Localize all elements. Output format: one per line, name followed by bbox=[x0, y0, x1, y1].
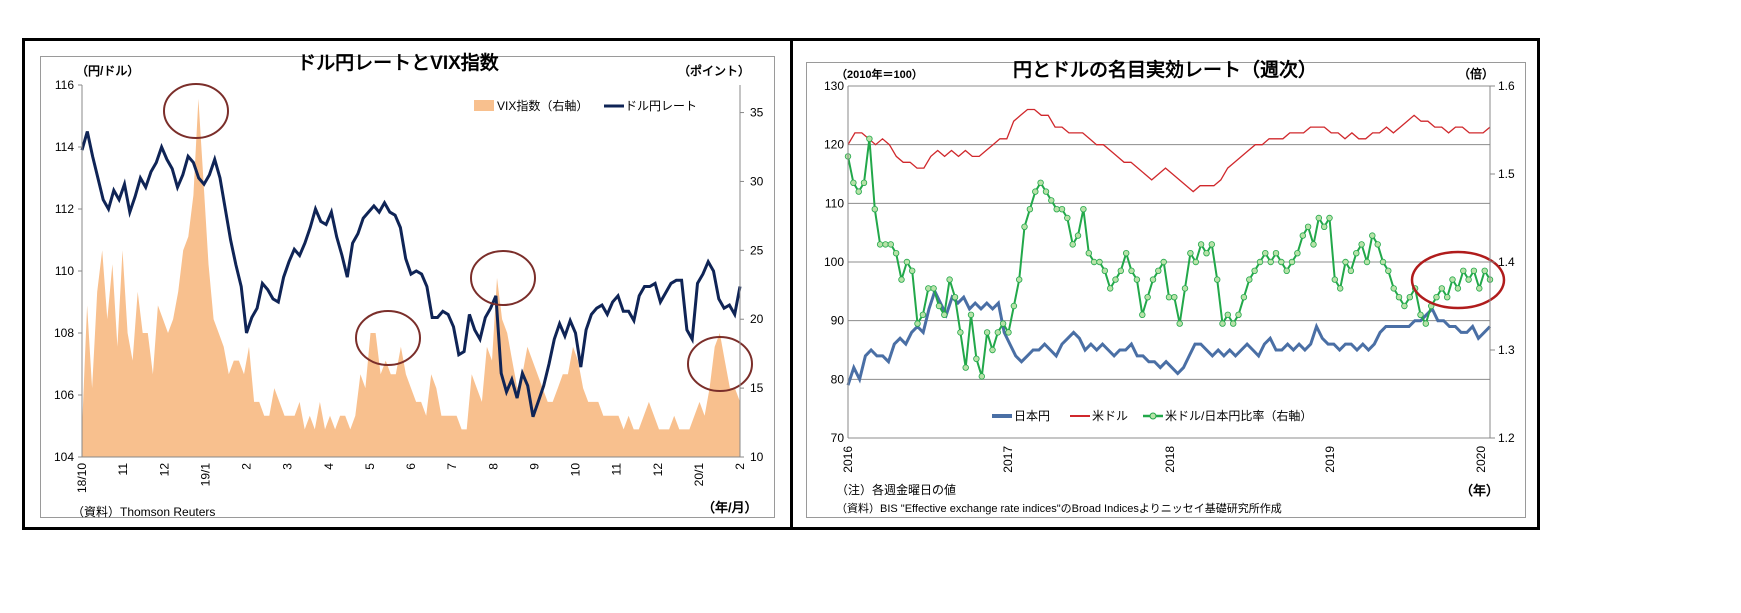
x-tick-label: 10 bbox=[569, 463, 583, 477]
usdjpy-line bbox=[80, 131, 742, 418]
x-tick-label: 11 bbox=[610, 463, 624, 476]
x-tick-label: 2016 bbox=[841, 446, 855, 473]
x-tick-label: 12 bbox=[651, 463, 665, 477]
vix-legend-swatch bbox=[474, 100, 494, 111]
highlight-circle bbox=[687, 336, 753, 392]
right-axis-unit: （ポイント） bbox=[678, 63, 750, 78]
left-tick-label: 100 bbox=[824, 255, 844, 269]
highlight-circle bbox=[1410, 250, 1506, 310]
x-tick-label: 2019 bbox=[1323, 446, 1337, 473]
x-tick-label: 2017 bbox=[1001, 446, 1015, 473]
jpy-legend-label: 日本円 bbox=[1014, 409, 1050, 423]
left-axis-unit: （円/ドル） bbox=[76, 63, 139, 78]
right-tick-label: 15 bbox=[750, 381, 764, 395]
usd-line bbox=[847, 108, 1491, 193]
x-tick-label: 2020 bbox=[1474, 446, 1488, 473]
left-tick-label: 108 bbox=[54, 326, 74, 340]
left-tick-label: 112 bbox=[55, 202, 74, 216]
x-tick-label: 4 bbox=[322, 463, 336, 470]
highlight-circle bbox=[470, 250, 536, 306]
chart-title: 円とドルの名目実効レート（週次） bbox=[1013, 58, 1317, 81]
right-tick-label: 30 bbox=[750, 174, 764, 188]
right-axis-unit: （倍） bbox=[1458, 66, 1494, 81]
right-tick-label: 25 bbox=[750, 243, 764, 257]
x-tick-label: 18/10 bbox=[75, 463, 89, 493]
source-note: （資料）Thomson Reuters bbox=[72, 505, 215, 519]
right-tick-label: 10 bbox=[750, 450, 764, 464]
x-tick-label: 2 bbox=[733, 463, 747, 470]
right-tick-label: 1.5 bbox=[1498, 167, 1515, 181]
figure-frame bbox=[22, 38, 1540, 530]
vix-legend-label: VIX指数（右軸） bbox=[497, 98, 588, 113]
x-tick-label: 7 bbox=[445, 463, 459, 470]
ratio-legend-marker bbox=[1149, 412, 1157, 420]
left-tick-label: 110 bbox=[55, 264, 74, 278]
x-tick-label: 20/1 bbox=[692, 463, 706, 487]
x-tick-label: 2018 bbox=[1163, 446, 1177, 473]
x-tick-label: 11 bbox=[116, 463, 130, 476]
ratio-legend-label: 米ドル/日本円比率（右軸） bbox=[1165, 408, 1312, 423]
usd-legend-label: 米ドル bbox=[1092, 409, 1128, 423]
right-tick-label: 1.4 bbox=[1498, 255, 1515, 269]
panel-divider bbox=[790, 38, 793, 530]
x-tick-label: 5 bbox=[363, 463, 377, 470]
right-tick-label: 1.2 bbox=[1498, 431, 1515, 445]
left-tick-label: 80 bbox=[831, 372, 845, 386]
x-tick-label: 12 bbox=[157, 463, 171, 477]
ratio-markers bbox=[844, 135, 1494, 380]
x-tick-label: 19/1 bbox=[198, 463, 212, 487]
x-axis-unit: （年/月） bbox=[702, 500, 758, 515]
right-tick-label: 35 bbox=[750, 106, 764, 120]
vix-area bbox=[82, 98, 740, 458]
usdjpy-legend-label: ドル円レート bbox=[625, 99, 697, 113]
left-tick-label: 120 bbox=[824, 138, 844, 152]
left-tick-label: 104 bbox=[54, 450, 74, 464]
x-tick-label: 3 bbox=[281, 463, 295, 470]
ratio-line bbox=[847, 138, 1491, 377]
right-tick-label: 20 bbox=[750, 312, 764, 326]
x-axis-unit: （年） bbox=[1460, 483, 1499, 498]
x-tick-label: 6 bbox=[404, 463, 418, 470]
left-tick-label: 70 bbox=[831, 431, 845, 445]
x-tick-label: 8 bbox=[486, 463, 500, 470]
x-tick-label: 9 bbox=[527, 463, 541, 470]
right-tick-label: 1.3 bbox=[1498, 343, 1515, 357]
note: （注）各週金曜日の値 bbox=[836, 482, 956, 497]
left-tick-label: 114 bbox=[55, 140, 74, 154]
jpy-line bbox=[846, 287, 1492, 386]
highlight-circle bbox=[163, 83, 229, 139]
highlight-circle bbox=[355, 310, 421, 366]
left-tick-label: 116 bbox=[55, 78, 74, 92]
highlight-circles bbox=[163, 83, 753, 392]
left-tick-label: 130 bbox=[824, 79, 844, 93]
x-tick-label: 2 bbox=[240, 463, 254, 470]
left-tick-label: 110 bbox=[825, 196, 844, 210]
chart-title: ドル円レートとVIX指数 bbox=[297, 51, 500, 74]
source-note: （資料）BIS "Effective exchange rate indices… bbox=[836, 501, 1282, 515]
right-tick-label: 1.6 bbox=[1498, 79, 1515, 93]
left-tick-label: 90 bbox=[831, 314, 845, 328]
left-axis-unit: （2010年＝100） bbox=[836, 67, 923, 81]
left-tick-label: 106 bbox=[54, 388, 74, 402]
